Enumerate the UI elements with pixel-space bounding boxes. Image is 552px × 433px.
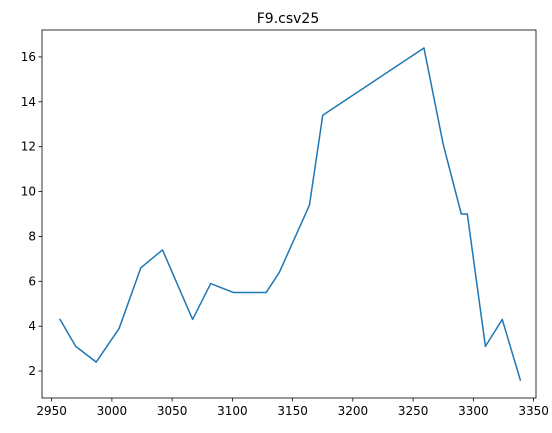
- series-line-0: [59, 47, 522, 381]
- y-tick-label: 2: [28, 364, 36, 378]
- x-axis: 2950 3000 3050 3100 3150 3200 3250 3300 3350: [36, 398, 549, 418]
- y-axis: 2 4 6 8 10 12 14 16: [21, 50, 42, 378]
- x-tick-label: 3200: [338, 404, 369, 418]
- x-tick-label: 3050: [157, 404, 188, 418]
- y-tick-label: 16: [21, 50, 36, 64]
- y-tick-label: 14: [21, 95, 36, 109]
- axes-frame: [41, 29, 537, 399]
- x-tick-label: 3000: [97, 404, 128, 418]
- y-tick-label: 4: [28, 319, 36, 333]
- x-tick-label: 3100: [217, 404, 248, 418]
- y-tick-label: 12: [21, 140, 36, 154]
- y-tick-label: 10: [21, 185, 36, 199]
- plot-area: [41, 29, 537, 399]
- x-tick-label: 2950: [36, 404, 67, 418]
- y-tick-label: 8: [28, 229, 36, 243]
- x-tick-label: 3350: [518, 404, 549, 418]
- x-tick-label: 3300: [458, 404, 489, 418]
- x-tick-label: 3250: [398, 404, 429, 418]
- chart-title: F9.csv25: [257, 11, 320, 27]
- y-tick-label: 6: [28, 274, 36, 288]
- x-tick-label: 3150: [277, 404, 308, 418]
